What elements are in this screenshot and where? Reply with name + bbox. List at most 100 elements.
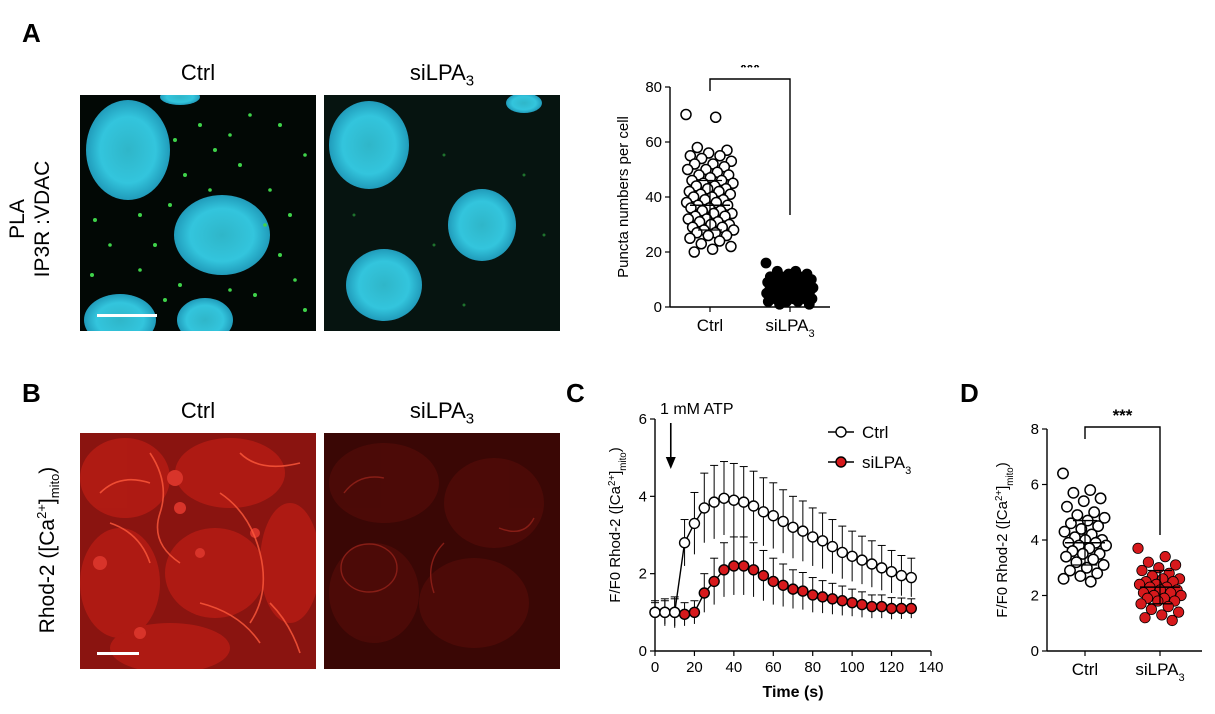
data-point	[708, 496, 720, 508]
x-tick-label: 20	[686, 659, 703, 676]
data-point	[876, 600, 888, 613]
data-point	[787, 521, 799, 533]
data-point	[1136, 564, 1148, 577]
data-point	[681, 163, 694, 176]
data-point	[1067, 486, 1080, 499]
data-point	[757, 569, 770, 582]
data-point	[774, 298, 786, 310]
data-point	[1075, 522, 1088, 535]
panel-letter-a: A	[22, 18, 41, 48]
x-tick-label: siLPA3	[765, 316, 814, 340]
data-point	[714, 150, 726, 162]
data-point	[713, 235, 726, 247]
legend-marker	[835, 456, 847, 468]
y-axis-label: F/F0 Rhod-2 ([Ca2+]mito)	[994, 462, 1016, 617]
data-point	[807, 589, 819, 601]
x-tick-label: siLPA3	[1135, 660, 1184, 684]
x-tick-label: 80	[804, 659, 821, 676]
data-point	[1173, 606, 1185, 618]
y-axis-label: Puncta numbers per cell	[615, 116, 632, 278]
x-tick-label: 40	[726, 659, 743, 676]
data-point	[728, 494, 740, 506]
data-point	[708, 575, 720, 588]
data-point	[1060, 550, 1072, 563]
significance-label: ***	[740, 65, 760, 77]
data-point	[1169, 559, 1182, 571]
data-point	[1159, 551, 1171, 563]
data-point	[678, 537, 691, 549]
data-point	[698, 502, 710, 514]
data-point	[688, 517, 701, 530]
data-point	[1057, 467, 1069, 480]
chart-d-scatter: 0 2 4 6 8 Ctrl siLPA3 *** F/F0 Rhod-2 ([Ca2+]mit…	[994, 406, 1202, 684]
legend-label: siLPA3	[862, 453, 911, 477]
panel-a-row-label: PLA IP3R :VDAC	[6, 160, 54, 278]
x-tick-label: 0	[651, 659, 659, 676]
data-point	[905, 602, 917, 615]
chart-a-scatter: 0 20 40 60 80 Ctrl siLPA3 *** Puncta numbers per…	[615, 65, 830, 340]
data-point	[803, 298, 815, 310]
data-point	[738, 496, 750, 508]
data-point	[797, 525, 809, 537]
panel-letter-c: C	[566, 378, 585, 408]
data-point	[1057, 572, 1070, 585]
data-point	[836, 546, 848, 559]
data-point	[738, 560, 750, 572]
data-point	[747, 564, 760, 576]
data-point	[1077, 495, 1090, 508]
data-point	[787, 583, 799, 595]
atp-arrow-head	[665, 457, 676, 469]
data-point	[1094, 492, 1107, 505]
y-tick-label: 0	[654, 299, 662, 316]
panel-b-silpa3-title: siLPA3	[409, 398, 475, 428]
data-point	[1132, 542, 1144, 554]
y-tick-label: 4	[639, 488, 647, 505]
data-point	[706, 243, 719, 255]
data-point	[767, 509, 779, 522]
data-point	[762, 296, 774, 307]
data-point	[680, 108, 692, 121]
data-point	[1061, 500, 1073, 513]
data-point	[698, 587, 710, 599]
data-point	[807, 531, 819, 543]
data-point	[669, 606, 681, 619]
data-point	[885, 602, 898, 615]
panel-b-ctrl-title: Ctrl	[180, 398, 216, 423]
legend-marker	[835, 426, 847, 438]
data-point	[702, 229, 715, 242]
x-tick-label: 120	[879, 659, 904, 676]
panel-letter-d: D	[960, 378, 979, 408]
atp-annotation: 1 mM ATP	[660, 401, 734, 418]
data-point	[777, 515, 789, 528]
data-point	[1088, 506, 1101, 519]
data-point	[846, 596, 858, 609]
significance-bracket	[1084, 426, 1161, 535]
micrograph-pla-silpa3	[324, 95, 560, 331]
x-tick-label: 60	[765, 659, 782, 676]
data-point	[747, 500, 760, 512]
significance-bracket	[709, 78, 791, 215]
y-tick-label: 6	[639, 411, 647, 428]
x-tick-label: 140	[918, 659, 943, 676]
data-point	[695, 238, 708, 250]
data-point	[1074, 570, 1087, 583]
data-point	[659, 606, 671, 619]
micrograph-rhod2-ctrl	[80, 433, 316, 669]
data-point	[1142, 556, 1154, 568]
data-point	[767, 575, 779, 588]
data-point	[846, 550, 858, 562]
legend-label: Ctrl	[862, 423, 888, 442]
data-point	[1091, 567, 1104, 580]
data-point	[1092, 520, 1105, 533]
data-point	[709, 111, 722, 123]
y-tick-label: 4	[1031, 532, 1039, 549]
data-point	[760, 257, 772, 269]
data-point	[836, 595, 848, 607]
y-tick-label: 6	[1031, 477, 1039, 494]
data-point	[728, 560, 740, 572]
y-tick-label: 0	[639, 643, 647, 660]
data-point	[826, 593, 839, 605]
data-point	[905, 571, 917, 584]
data-point	[757, 506, 770, 518]
